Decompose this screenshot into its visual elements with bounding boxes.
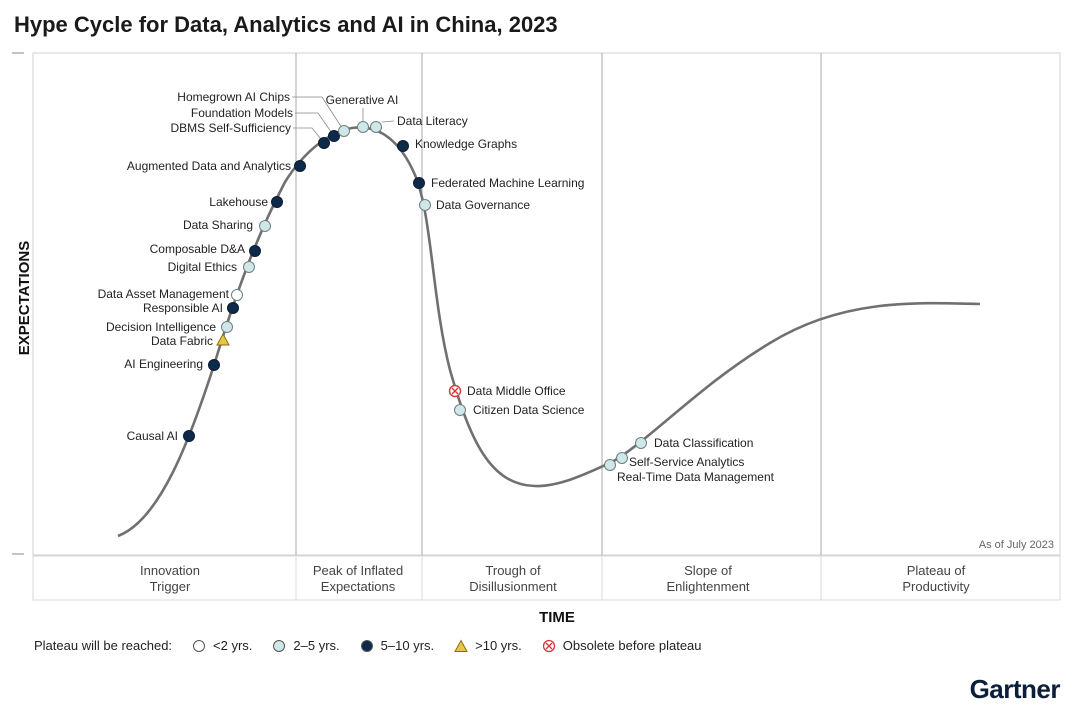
marker-homegrown-ai-chips — [338, 125, 350, 137]
marker-causal-ai — [183, 430, 195, 442]
phase-label-line1: Innovation — [140, 563, 200, 578]
label-augmented-data-and-analytics: Augmented Data and Analytics — [127, 159, 291, 173]
marker-digital-ethics — [243, 261, 255, 273]
legend-marker-gt10 — [454, 638, 468, 652]
phase-label-line1: Peak of Inflated — [313, 563, 403, 578]
leader-foundation-models — [295, 112, 335, 137]
legend-title: Plateau will be reached: — [34, 638, 173, 653]
label-causal-ai: Causal AI — [127, 429, 178, 443]
label-real-time-data-management: Real-Time Data Management — [617, 470, 775, 484]
phase-label-line1: Trough of — [485, 563, 541, 578]
phase-label-innovation-trigger: Innovation Trigger — [140, 563, 200, 594]
technology-markers — [183, 121, 647, 471]
marker-data-sharing — [259, 220, 271, 232]
marker-augmented-data-and-analytics — [294, 160, 306, 172]
legend-marker-y2to5 — [273, 639, 286, 652]
marker-generative-ai — [357, 121, 369, 133]
marker-data-classification — [635, 437, 647, 449]
label-composable-d-a: Composable D&A — [150, 242, 245, 256]
label-data-literacy: Data Literacy — [397, 114, 468, 128]
marker-federated-machine-learning — [413, 177, 425, 189]
phase-label-line1: Plateau of — [907, 563, 966, 578]
legend-item-2to5: 2–5 yrs. — [272, 638, 340, 653]
technology-labels: Causal AI AI Engineering Data FabricDecisi… — [98, 90, 775, 484]
legend-label: 2–5 yrs. — [293, 638, 340, 653]
leader-data-literacy — [381, 120, 395, 123]
label-generative-ai: Generative AI — [326, 93, 399, 107]
marker-data-asset-management — [231, 289, 243, 301]
phase-label-line2: Disillusionment — [469, 579, 557, 594]
phase-label-plateau: Plateau of Productivity — [902, 563, 970, 594]
label-decision-intelligence: Decision Intelligence — [106, 320, 216, 334]
label-ai-engineering: AI Engineering — [124, 357, 203, 371]
label-data-governance: Data Governance — [436, 198, 530, 212]
phase-label-line2: Enlightenment — [666, 579, 749, 594]
marker-ai-engineering — [208, 359, 220, 371]
legend-label: Obsolete before plateau — [562, 638, 702, 653]
marker-foundation-models — [328, 130, 340, 142]
phase-band — [32, 555, 1061, 601]
phase-label-line1: Slope of — [684, 563, 732, 578]
dark-circle-icon — [360, 639, 373, 652]
legend-item-gt10: >10 yrs. — [454, 638, 522, 653]
triangle-icon — [454, 638, 468, 652]
label-knowledge-graphs: Knowledge Graphs — [415, 137, 517, 151]
phase-label-line2: Trigger — [150, 579, 191, 594]
marker-data-fabric — [216, 332, 230, 346]
phase-label-line2: Expectations — [321, 579, 396, 594]
as-of-note: As of July 2023 — [979, 539, 1054, 551]
label-digital-ethics: Digital Ethics — [168, 260, 237, 274]
marker-responsible-ai — [227, 302, 239, 314]
crossed-circle-icon — [542, 639, 555, 652]
label-data-fabric: Data Fabric — [151, 334, 213, 348]
marker-real-time-data-management — [604, 459, 616, 471]
label-federated-machine-learning: Federated Machine Learning — [431, 176, 584, 190]
leader-homegrown-ai-chips — [292, 96, 345, 132]
phase-label-line2: Productivity — [902, 579, 970, 594]
marker-data-governance — [419, 199, 431, 211]
label-responsible-ai: Responsible AI — [143, 301, 223, 315]
open-circle-icon — [193, 639, 206, 652]
marker-citizen-data-science — [454, 404, 466, 416]
legend-marker-y5to10 — [360, 639, 373, 652]
marker-dbms-self-sufficiency — [318, 137, 330, 149]
legend-marker-obsolete — [542, 639, 555, 652]
marker-self-service-analytics — [616, 452, 628, 464]
marker-data-literacy — [370, 121, 382, 133]
marker-data-middle-office — [448, 384, 462, 398]
phase-label-peak: Peak of Inflated Expectations — [313, 563, 403, 594]
light-circle-icon — [273, 639, 286, 652]
label-data-classification: Data Classification — [654, 436, 753, 450]
label-foundation-models: Foundation Models — [191, 106, 293, 120]
label-citizen-data-science: Citizen Data Science — [473, 403, 585, 417]
label-data-sharing: Data Sharing — [183, 218, 253, 232]
label-data-middle-office: Data Middle Office — [467, 384, 566, 398]
gartner-logo: Gartner — [969, 674, 1061, 704]
marker-composable-d-a — [249, 245, 261, 257]
label-dbms-self-sufficiency: DBMS Self-Sufficiency — [171, 121, 292, 135]
marker-decision-intelligence — [221, 321, 233, 333]
label-data-asset-management: Data Asset Management — [98, 287, 230, 301]
legend: Plateau will be reached: <2 yrs. 2–5 yrs… — [34, 638, 702, 653]
legend-item-obsolete: Obsolete before plateau — [542, 638, 702, 653]
legend-item-5to10: 5–10 yrs. — [360, 638, 434, 653]
phase-label-slope: Slope of Enlightenment — [666, 563, 749, 594]
label-lakehouse: Lakehouse — [209, 195, 268, 209]
y-axis-title: EXPECTATIONS — [16, 241, 33, 355]
legend-marker-lt2 — [193, 639, 206, 652]
legend-label: <2 yrs. — [213, 638, 253, 653]
marker-knowledge-graphs — [397, 140, 409, 152]
x-axis-title: TIME — [539, 609, 575, 626]
label-self-service-analytics: Self-Service Analytics — [629, 455, 744, 469]
label-homegrown-ai-chips: Homegrown AI Chips — [177, 90, 290, 104]
legend-item-lt2: <2 yrs. — [192, 638, 252, 653]
legend-label: 5–10 yrs. — [380, 638, 435, 653]
chart-title: Hype Cycle for Data, Analytics and AI in… — [14, 12, 558, 37]
phase-label-trough: Trough of Disillusionment — [469, 563, 557, 594]
legend-label: >10 yrs. — [475, 638, 522, 653]
leader-dbms-self-sufficiency — [293, 127, 325, 144]
marker-lakehouse — [271, 196, 283, 208]
